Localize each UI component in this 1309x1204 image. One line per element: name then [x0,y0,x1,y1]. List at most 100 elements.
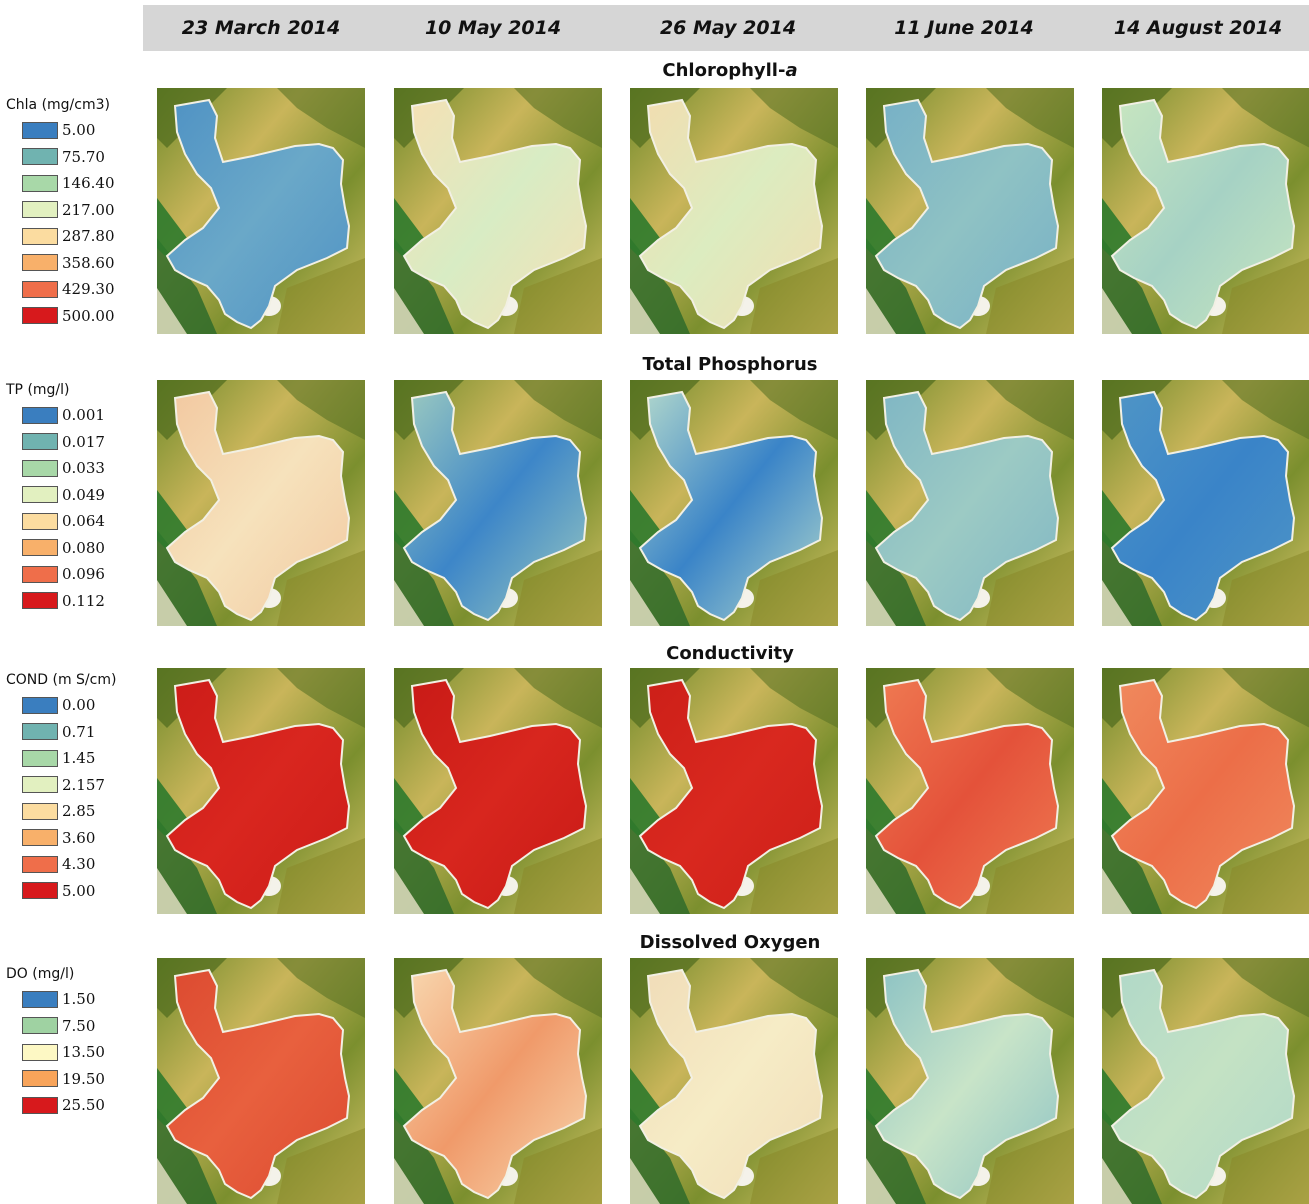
legend-item: 0.049 [6,482,146,509]
map-row4-col3 [630,958,838,1204]
legend-swatch [22,307,58,325]
legend-swatch [22,1043,58,1061]
legend-label: 358.60 [62,253,115,272]
legend-item: 0.017 [6,429,146,456]
legend-swatch [22,254,58,272]
legend-label: 1.50 [62,990,96,1009]
legend-label: 2.157 [62,775,105,794]
legend-item: 0.00 [6,692,146,719]
legend-label: 0.112 [62,591,105,610]
map-row4-col2 [394,958,602,1204]
legend-title: COND (m S/cm) [6,672,117,688]
legend-swatch [22,776,58,794]
legend-item: 0.096 [6,561,146,588]
legend-label: 429.30 [62,280,115,299]
legend-label: 1.45 [62,749,96,768]
legend-item: 0.080 [6,535,146,562]
map-row3-col5 [1102,668,1309,914]
map-row1-col1 [157,88,365,334]
legend-swatch [22,148,58,166]
date-header-4: 11 June 2014 [894,17,1034,39]
legend-swatch [22,990,58,1008]
row-title-3: Conductivity [666,643,794,664]
legend-swatch [22,201,58,219]
legend-2: TP (mg/l) 0.001 0.017 0.033 0.049 0.064 0.080 0… [6,382,146,614]
map-row2-col5 [1102,380,1309,626]
map-row1-col5 [1102,88,1309,334]
legend-swatch [22,696,58,714]
legend-item: 0.064 [6,508,146,535]
legend-item: 2.157 [6,772,146,799]
legend-label: 5.00 [62,881,96,900]
legend-swatch [22,723,58,741]
legend-label: 5.00 [62,121,96,140]
legend-item: 1.50 [6,986,146,1013]
legend-label: 500.00 [62,306,115,325]
date-header-1: 23 March 2014 [181,17,341,39]
row-title-1: Chlorophyll-a [662,60,798,81]
map-row4-col5 [1102,958,1309,1204]
legend-item: 25.50 [6,1092,146,1119]
legend-label: 13.50 [62,1043,105,1062]
map-row3-col2 [394,668,602,914]
date-header-band [143,5,1309,51]
legend-label: 0.00 [62,696,96,715]
legend-item: 3.60 [6,825,146,852]
legend-label: 3.60 [62,828,96,847]
map-row2-col4 [866,380,1074,626]
legend-swatch [22,882,58,900]
legend-item: 5.00 [6,117,146,144]
map-row2-col3 [630,380,838,626]
legend-swatch [22,459,58,477]
legend-label: 7.50 [62,1016,96,1035]
legend-label: 287.80 [62,227,115,246]
legend-label: 217.00 [62,200,115,219]
legend-item: 0.112 [6,588,146,615]
map-row3-col4 [866,668,1074,914]
legend-label: 75.70 [62,147,105,166]
legend-swatch [22,1070,58,1088]
legend-item: 1.45 [6,745,146,772]
legend-item: 4.30 [6,851,146,878]
legend-item: 19.50 [6,1066,146,1093]
legend-swatch [22,121,58,139]
legend-swatch [22,802,58,820]
map-row1-col2 [394,88,602,334]
map-row4-col1 [157,958,365,1204]
legend-swatch [22,565,58,583]
legend-item: 7.50 [6,1013,146,1040]
legend-label: 0.033 [62,459,105,478]
legend-swatch [22,829,58,847]
legend-item: 217.00 [6,197,146,224]
date-header-2: 10 May 2014 [424,17,562,39]
legend-3: COND (m S/cm) 0.00 0.71 1.45 2.157 2.85 3.60 4.… [6,672,146,904]
date-header-3: 26 May 2014 [659,17,797,39]
map-row3-col1 [157,668,365,914]
map-row1-col4 [866,88,1074,334]
legend-swatch [22,749,58,767]
legend-swatch [22,227,58,245]
legend-4: DO (mg/l) 1.50 7.50 13.50 19.50 25.50 [6,966,146,1119]
legend-item: 5.00 [6,878,146,905]
legend-label: 146.40 [62,174,115,193]
legend-item: 75.70 [6,144,146,171]
legend-item: 2.85 [6,798,146,825]
legend-swatch [22,1017,58,1035]
legend-label: 19.50 [62,1069,105,1088]
legend-swatch [22,1096,58,1114]
legend-label: 0.049 [62,485,105,504]
legend-item: 0.033 [6,455,146,482]
map-row2-col2 [394,380,602,626]
legend-1: Chla (mg/cm3) 5.00 75.70 146.40 217.00 287.80… [6,97,146,329]
legend-swatch [22,280,58,298]
legend-label: 2.85 [62,802,96,821]
legend-item: 500.00 [6,303,146,330]
legend-swatch [22,592,58,610]
legend-swatch [22,855,58,873]
map-row2-col1 [157,380,365,626]
legend-swatch [22,406,58,424]
legend-swatch [22,433,58,451]
legend-label: 0.080 [62,538,105,557]
legend-swatch [22,174,58,192]
legend-item: 429.30 [6,276,146,303]
